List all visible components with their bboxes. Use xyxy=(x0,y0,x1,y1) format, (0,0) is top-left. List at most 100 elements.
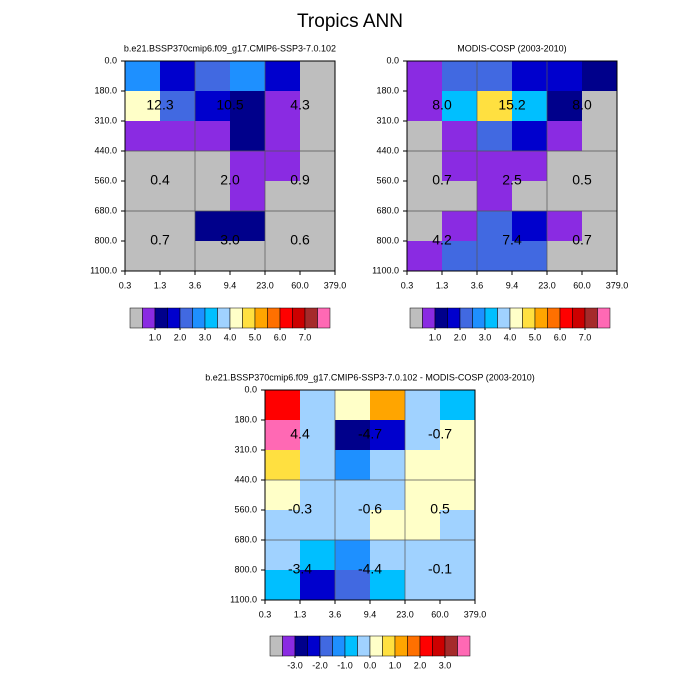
cell xyxy=(335,420,371,451)
colorbar-tick-label: 1.0 xyxy=(389,660,402,670)
colorbar-box xyxy=(179,307,193,329)
cell xyxy=(265,151,301,182)
cell xyxy=(547,181,583,212)
cell xyxy=(160,151,196,182)
group-label: 12.3 xyxy=(146,97,173,113)
group-label: -4.7 xyxy=(358,426,382,442)
x-tick-label: 379.0 xyxy=(324,280,347,290)
y-tick-label: 180.0 xyxy=(94,85,117,95)
cell xyxy=(442,91,478,122)
cell xyxy=(512,121,548,152)
cell xyxy=(265,570,301,601)
group-label: 8.0 xyxy=(432,97,452,113)
cell xyxy=(547,211,583,242)
cell xyxy=(440,510,476,541)
cell xyxy=(370,450,406,481)
group-label: 2.5 xyxy=(502,172,522,188)
cell xyxy=(300,211,336,242)
y-tick-label: 0.0 xyxy=(104,55,117,65)
cell xyxy=(370,390,406,421)
cell xyxy=(512,211,548,242)
colorbar-box xyxy=(407,635,421,657)
cell xyxy=(440,570,476,601)
cell xyxy=(512,61,548,92)
colorbar-box xyxy=(267,307,281,329)
colorbar-tick-label: 5.0 xyxy=(249,332,262,342)
colorbar-box xyxy=(357,635,371,657)
cell xyxy=(582,181,618,212)
cell xyxy=(265,241,301,272)
group-label: 4.2 xyxy=(432,232,452,248)
cell xyxy=(582,241,618,272)
colorbar-box xyxy=(584,307,598,329)
panel-title: MODIS-COSP (2003-2010) xyxy=(457,43,566,53)
cell xyxy=(265,61,301,92)
x-tick-label: 60.0 xyxy=(291,280,309,290)
cell xyxy=(442,211,478,242)
cell xyxy=(582,211,618,242)
cell xyxy=(300,510,336,541)
colorbar-box xyxy=(509,307,523,329)
cell xyxy=(405,570,441,601)
colorbar-box xyxy=(167,307,181,329)
cell xyxy=(300,420,336,451)
y-tick-label: 800.0 xyxy=(94,235,117,245)
x-tick-label: 60.0 xyxy=(431,609,449,619)
y-tick-label: 680.0 xyxy=(94,205,117,215)
colorbar-tick-label: 7.0 xyxy=(299,332,312,342)
cell xyxy=(440,450,476,481)
cell xyxy=(407,151,443,182)
cell xyxy=(300,570,336,601)
cell xyxy=(300,241,336,272)
cell xyxy=(265,121,301,152)
cell xyxy=(335,540,371,571)
colorbar-tick-label: 0.0 xyxy=(364,660,377,670)
cell xyxy=(160,241,196,272)
group-label: -0.7 xyxy=(428,426,452,442)
y-tick-label: 680.0 xyxy=(376,205,399,215)
colorbar-tick-label: 4.0 xyxy=(504,332,517,342)
colorbar-box xyxy=(344,635,358,657)
cell xyxy=(405,510,441,541)
colorbar-box xyxy=(472,307,486,329)
cell xyxy=(407,181,443,212)
colorbar-box xyxy=(382,635,396,657)
cell xyxy=(440,480,476,511)
cell xyxy=(477,211,513,242)
cell xyxy=(370,540,406,571)
group-label: 0.7 xyxy=(432,172,452,188)
colorbar-box xyxy=(409,307,423,329)
colorbar-box xyxy=(304,307,318,329)
colorbar-box xyxy=(307,635,321,657)
cell xyxy=(230,151,266,182)
cell xyxy=(370,480,406,511)
cell xyxy=(512,91,548,122)
colorbar-box xyxy=(457,635,471,657)
colorbar-tick-label: 3.0 xyxy=(199,332,212,342)
group-label: 10.5 xyxy=(216,97,243,113)
y-tick-label: 560.0 xyxy=(94,175,117,185)
cell xyxy=(195,151,231,182)
colorbar-tick-label: -2.0 xyxy=(312,660,328,670)
colorbar-box xyxy=(422,307,436,329)
colorbar-box xyxy=(294,635,308,657)
cell xyxy=(407,61,443,92)
x-tick-label: 1.3 xyxy=(294,609,307,619)
cell xyxy=(230,241,266,272)
x-tick-label: 3.6 xyxy=(329,609,342,619)
colorbar-tick-label: 2.0 xyxy=(454,332,467,342)
cell xyxy=(477,121,513,152)
colorbar-box xyxy=(319,635,333,657)
group-label: 2.0 xyxy=(220,172,240,188)
cell xyxy=(300,61,336,92)
colorbar-tick-label: 2.0 xyxy=(414,660,427,670)
cell xyxy=(160,91,196,122)
cell xyxy=(547,241,583,272)
cell xyxy=(442,181,478,212)
group-label: -0.6 xyxy=(358,501,382,517)
colorbar-box xyxy=(154,307,168,329)
colorbar-tick-label: 5.0 xyxy=(529,332,542,342)
cell xyxy=(512,181,548,212)
cell xyxy=(230,211,266,242)
cell xyxy=(547,91,583,122)
